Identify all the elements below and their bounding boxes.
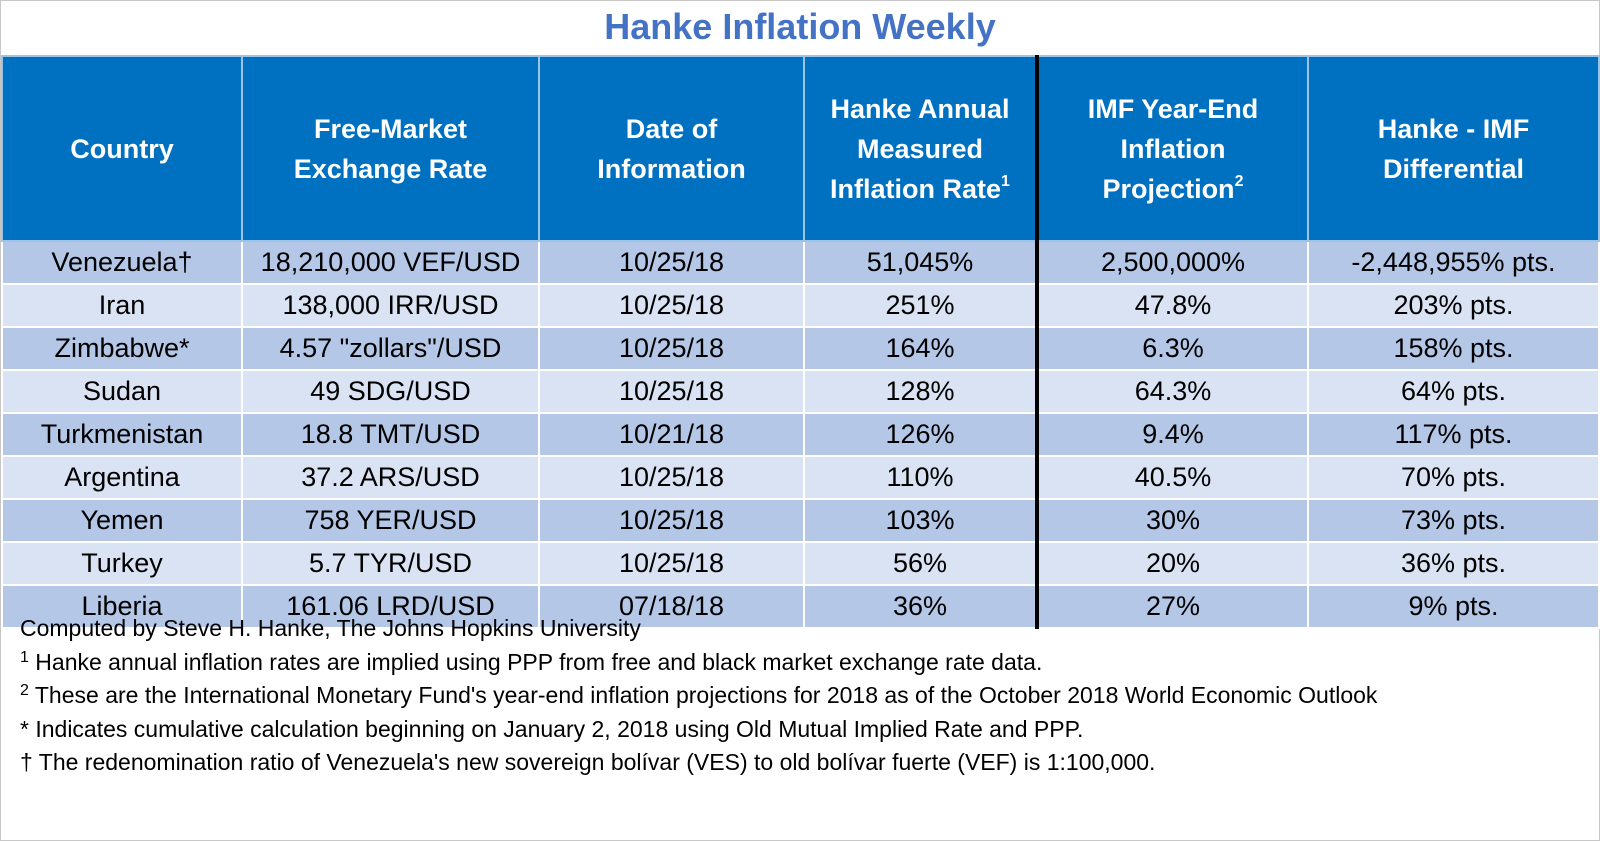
table-row: Venezuela† 18,210,000 VEF/USD 10/25/18 5… bbox=[1, 240, 1600, 285]
cell-differential: 117% pts. bbox=[1307, 412, 1600, 457]
header-differential: Hanke - IMF Differential bbox=[1307, 55, 1600, 242]
cell-date: 10/21/18 bbox=[538, 412, 805, 457]
cell-date: 10/25/18 bbox=[538, 369, 805, 414]
cell-differential: 73% pts. bbox=[1307, 498, 1600, 543]
cell-differential: 9% pts. bbox=[1307, 584, 1600, 629]
table-row: Yemen 758 YER/USD 10/25/18 103% 30% 73% … bbox=[1, 498, 1600, 543]
cell-imf-projection: 2,500,000% bbox=[1036, 240, 1309, 285]
cell-date: 10/25/18 bbox=[538, 498, 805, 543]
cell-country: Sudan bbox=[1, 369, 243, 414]
cell-differential: -2,448,955% pts. bbox=[1307, 240, 1600, 285]
cell-imf-projection: 9.4% bbox=[1036, 412, 1309, 457]
header-exchange-rate: Free-Market Exchange Rate bbox=[241, 55, 540, 242]
table-row: Iran 138,000 IRR/USD 10/25/18 251% 47.8%… bbox=[1, 283, 1600, 328]
cell-exchange-rate: 161.06 LRD/USD bbox=[241, 584, 540, 629]
cell-exchange-rate: 37.2 ARS/USD bbox=[241, 455, 540, 500]
cell-hanke-rate: 126% bbox=[803, 412, 1039, 457]
cell-differential: 64% pts. bbox=[1307, 369, 1600, 414]
cell-hanke-rate: 110% bbox=[803, 455, 1039, 500]
cell-country: Argentina bbox=[1, 455, 243, 500]
cell-date: 10/25/18 bbox=[538, 326, 805, 371]
cell-differential: 203% pts. bbox=[1307, 283, 1600, 328]
credit-note: Computed by Steve H. Hanke, The Johns Ho… bbox=[20, 615, 641, 641]
header-imf-projection: IMF Year-End Inflation Projection2 bbox=[1036, 55, 1309, 242]
cell-exchange-rate: 5.7 TYR/USD bbox=[241, 541, 540, 586]
cell-differential: 158% pts. bbox=[1307, 326, 1600, 371]
cell-hanke-rate: 128% bbox=[803, 369, 1039, 414]
table-row: Sudan 49 SDG/USD 10/25/18 128% 64.3% 64%… bbox=[1, 369, 1600, 414]
cell-date: 10/25/18 bbox=[538, 283, 805, 328]
cell-imf-projection: 27% bbox=[1036, 584, 1309, 629]
cell-imf-projection: 64.3% bbox=[1036, 369, 1309, 414]
footnote-1: 1 Hanke annual inflation rates are impli… bbox=[20, 648, 1043, 675]
cell-country: Venezuela† bbox=[1, 240, 243, 285]
footnote-2: 2 These are the International Monetary F… bbox=[20, 682, 1378, 708]
footnote-dagger: † The redenomination ratio of Venezuela'… bbox=[20, 749, 1156, 775]
cell-hanke-rate: 51,045% bbox=[803, 240, 1039, 285]
cell-date: 07/18/18 bbox=[538, 584, 805, 629]
cell-country: Turkmenistan bbox=[1, 412, 243, 457]
cell-date: 10/25/18 bbox=[538, 455, 805, 500]
cell-differential: 70% pts. bbox=[1307, 455, 1600, 500]
cell-hanke-rate: 36% bbox=[803, 584, 1039, 629]
cell-hanke-rate: 103% bbox=[803, 498, 1039, 543]
header-date: Date of Information bbox=[538, 55, 805, 242]
cell-imf-projection: 20% bbox=[1036, 541, 1309, 586]
inflation-table: Country Free-Market Exchange Rate Date o… bbox=[1, 55, 1600, 629]
cell-imf-projection: 30% bbox=[1036, 498, 1309, 543]
table-header-row: Country Free-Market Exchange Rate Date o… bbox=[1, 55, 1600, 242]
cell-hanke-rate: 56% bbox=[803, 541, 1039, 586]
cell-date: 10/25/18 bbox=[538, 541, 805, 586]
cell-country: Yemen bbox=[1, 498, 243, 543]
cell-exchange-rate: 758 YER/USD bbox=[241, 498, 540, 543]
cell-country: Iran bbox=[1, 283, 243, 328]
cell-exchange-rate: 4.57 "zollars"/USD bbox=[241, 326, 540, 371]
table-row: Zimbabwe* 4.57 "zollars"/USD 10/25/18 16… bbox=[1, 326, 1600, 371]
cell-imf-projection: 47.8% bbox=[1036, 283, 1309, 328]
cell-exchange-rate: 18.8 TMT/USD bbox=[241, 412, 540, 457]
cell-date: 10/25/18 bbox=[538, 240, 805, 285]
cell-differential: 36% pts. bbox=[1307, 541, 1600, 586]
header-country: Country bbox=[1, 55, 243, 242]
footnote-asterisk: * Indicates cumulative calculation begin… bbox=[20, 715, 1084, 742]
cell-exchange-rate: 49 SDG/USD bbox=[241, 369, 540, 414]
cell-country: Liberia bbox=[1, 584, 243, 629]
footnotes: Computed by Steve H. Hanke, The Johns Ho… bbox=[20, 612, 1590, 780]
table-row: Turkey 5.7 TYR/USD 10/25/18 56% 20% 36% … bbox=[1, 541, 1600, 586]
cell-country: Turkey bbox=[1, 541, 243, 586]
cell-exchange-rate: 138,000 IRR/USD bbox=[241, 283, 540, 328]
table-row: Liberia 161.06 LRD/USD 07/18/18 36% 27% … bbox=[1, 584, 1600, 629]
page-title: Hanke Inflation Weekly bbox=[604, 6, 996, 47]
header-hanke-rate: Hanke Annual Measured Inflation Rate1 bbox=[803, 55, 1039, 242]
cell-hanke-rate: 251% bbox=[803, 283, 1039, 328]
cell-hanke-rate: 164% bbox=[803, 326, 1039, 371]
table-row: Turkmenistan 18.8 TMT/USD 10/21/18 126% … bbox=[1, 412, 1600, 457]
cell-imf-projection: 6.3% bbox=[1036, 326, 1309, 371]
cell-country: Zimbabwe* bbox=[1, 326, 243, 371]
cell-imf-projection: 40.5% bbox=[1036, 455, 1309, 500]
cell-exchange-rate: 18,210,000 VEF/USD bbox=[241, 240, 540, 285]
table-row: Argentina 37.2 ARS/USD 10/25/18 110% 40.… bbox=[1, 455, 1600, 500]
